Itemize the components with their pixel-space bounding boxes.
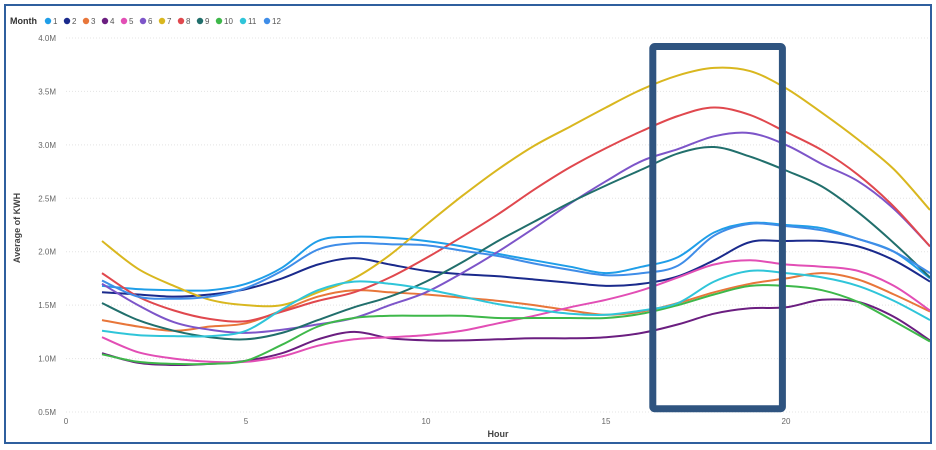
series-line-10 [101,284,930,366]
legend-marker [120,17,128,25]
legend-label: 9 [205,17,210,26]
x-axis-title: Hour [488,429,509,439]
legend-label: 11 [248,17,257,26]
legend-label: 8 [186,17,191,26]
legend-marker [239,17,247,25]
series-line-9 [101,145,930,341]
series-line-12 [101,222,930,300]
x-tick-label: 15 [602,417,611,426]
y-tick-label: 0.5M [38,408,56,417]
y-axis-ticks: 0.5M 1.0M 1.5M 2.0M 2.5M 3.0M 3.5M 4.0M [38,34,56,417]
chart-frame: Month 1 2 3 4 5 6 7 8 9 10 11 12 0.5M 1.0M 1.5M 2.0M 2.… [4,4,932,444]
gridlines [66,37,930,413]
y-tick-label: 1.0M [38,355,56,364]
y-tick-label: 2.5M [38,194,56,203]
x-tick-label: 20 [782,417,791,426]
legend-marker [82,17,90,25]
legend-marker [215,17,223,25]
legend-label: 7 [167,17,172,26]
legend-marker [177,17,185,25]
annotations [649,43,786,413]
legend-marker [158,17,166,25]
y-tick-label: 3.5M [38,87,56,96]
legend-label: 5 [129,17,134,26]
legend-label: 3 [91,17,96,26]
series-line-7 [101,66,930,308]
legend: Month 1 2 3 4 5 6 7 8 9 10 11 12 [10,16,281,26]
series-line-6 [101,131,930,334]
series-line-8 [101,106,930,323]
x-tick-label: 10 [422,417,431,426]
highlight-box [649,43,786,413]
y-tick-label: 2.0M [38,248,56,257]
y-tick-label: 4.0M [38,34,56,43]
series-lines [101,66,930,367]
legend-label: 1 [53,17,58,26]
legend-marker [63,17,71,25]
legend-label: 2 [72,17,77,26]
x-tick-label: 5 [244,417,249,426]
legend-marker [139,17,147,25]
legend-label: 12 [272,17,281,26]
y-axis-title: Average of KWH [12,193,22,263]
y-tick-label: 1.5M [38,301,56,310]
legend-marker [101,17,109,25]
legend-label: 10 [224,17,233,26]
x-axis-ticks: 0 5 10 15 20 [64,417,791,426]
series-line-3 [101,272,930,332]
legend-label: 4 [110,17,115,26]
legend-marker [196,17,204,25]
y-tick-label: 3.0M [38,141,56,150]
legend-title: Month [10,16,37,26]
legend-label: 6 [148,17,153,26]
series-line-11 [101,269,930,338]
line-chart: Month 1 2 3 4 5 6 7 8 9 10 11 12 0.5M1.0M1.5M2.0M2.… [10,16,930,439]
legend-marker [263,17,271,25]
x-tick-label: 0 [64,417,69,426]
legend-marker [44,17,52,25]
series-line-1 [101,221,930,292]
